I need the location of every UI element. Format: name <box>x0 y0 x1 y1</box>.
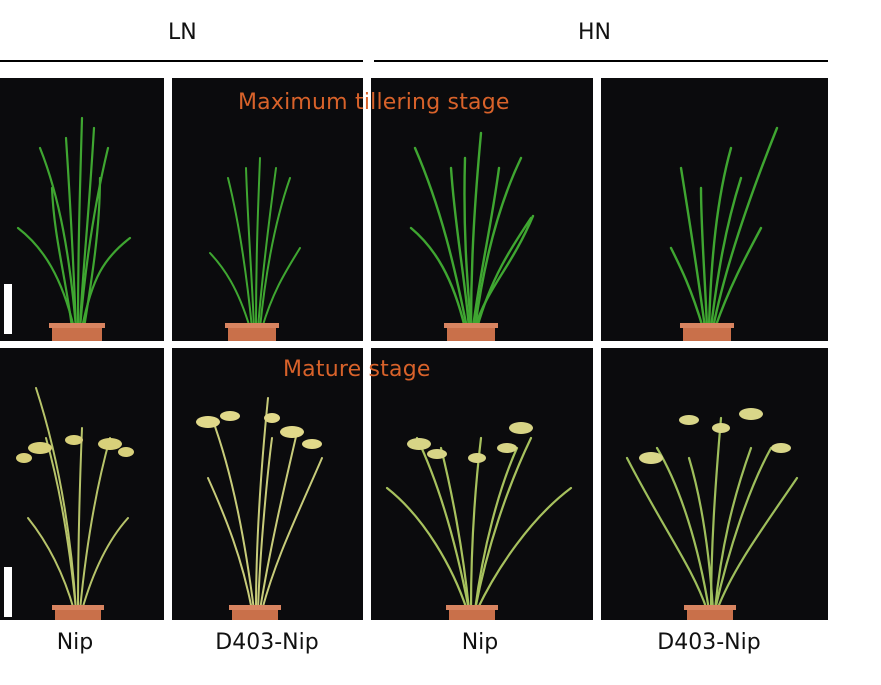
photo-tillering-ln-nip <box>0 78 164 341</box>
photo-tillering-hn-d403 <box>601 78 828 341</box>
photo-mature-ln-nip <box>0 348 164 620</box>
column-label-ln-d403: D403-Nip <box>215 630 319 655</box>
scale-bar-top <box>4 284 12 334</box>
stage-label-tillering: Maximum tillering stage <box>238 90 510 115</box>
group-label-ln: LN <box>168 20 197 45</box>
photo-tillering-ln-d403 <box>172 78 363 341</box>
photo-mature-hn-nip <box>371 348 593 620</box>
photo-mature-ln-d403 <box>172 348 363 620</box>
column-label-ln-nip: Nip <box>56 630 94 655</box>
column-label-hn-d403: D403-Nip <box>657 630 761 655</box>
column-label-hn-nip: Nip <box>461 630 499 655</box>
photo-tillering-hn-nip <box>371 78 593 341</box>
group-rule-hn <box>374 60 828 62</box>
group-label-hn: HN <box>578 20 611 45</box>
photo-mature-hn-d403 <box>601 348 828 620</box>
group-rule-ln <box>0 60 363 62</box>
stage-label-mature: Mature stage <box>283 357 431 382</box>
scale-bar-bottom <box>4 567 12 617</box>
